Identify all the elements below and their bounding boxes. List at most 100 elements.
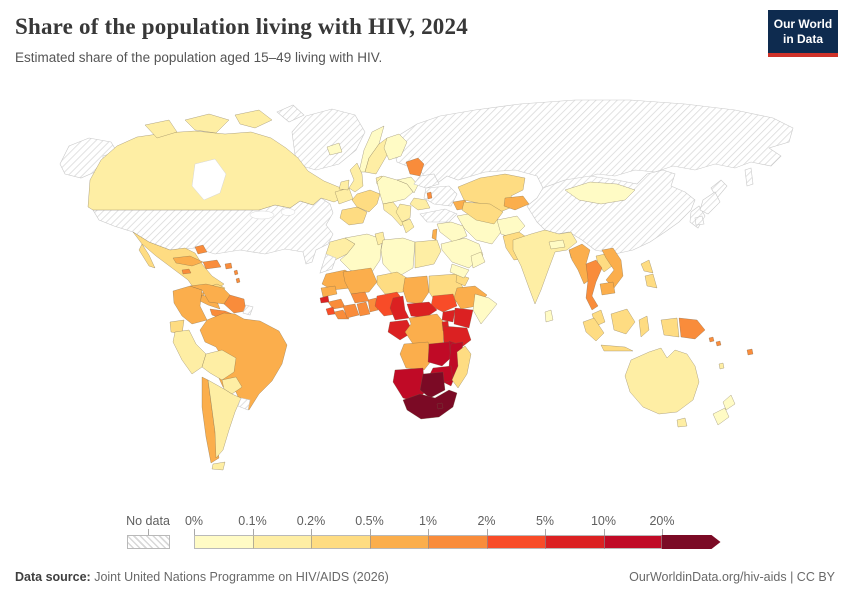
region-chad[interactable] xyxy=(402,275,430,305)
region-cambodia[interactable] xyxy=(599,281,616,296)
region-canada-arctic[interactable] xyxy=(144,119,178,139)
region-madagascar[interactable] xyxy=(451,345,472,389)
region-sri-lanka[interactable] xyxy=(544,309,554,323)
region-kyrgyzstan-tajikistan[interactable] xyxy=(503,195,530,211)
region-turkey[interactable] xyxy=(419,208,458,223)
region-togo-benin[interactable] xyxy=(367,297,379,313)
region-western-sahara[interactable] xyxy=(319,253,337,274)
region-canada-arctic[interactable] xyxy=(184,113,230,134)
region-russia[interactable] xyxy=(392,99,794,189)
region-australia[interactable] xyxy=(624,347,700,415)
region-brazil[interactable] xyxy=(199,312,288,411)
region-new-zealand-north[interactable] xyxy=(722,394,736,411)
region-ireland[interactable] xyxy=(338,179,350,191)
region-bolivia[interactable] xyxy=(201,349,237,381)
region-iceland[interactable] xyxy=(326,142,343,156)
region-central-african-republic[interactable] xyxy=(406,301,438,319)
region-greece[interactable] xyxy=(401,218,415,234)
legend-bin-10–20%[interactable] xyxy=(603,535,662,549)
region-jamaica[interactable] xyxy=(181,268,192,275)
region-belarus[interactable] xyxy=(413,173,440,189)
region-egypt[interactable] xyxy=(414,239,442,269)
region-lesser-antilles[interactable] xyxy=(235,277,241,284)
region-west-new-guinea[interactable] xyxy=(660,317,680,338)
region-sulawesi[interactable] xyxy=(638,315,650,338)
region-romania[interactable] xyxy=(409,197,431,211)
region-lesotho[interactable] xyxy=(436,402,444,410)
region-tierra-del-fuego[interactable] xyxy=(211,461,226,471)
region-iberia[interactable] xyxy=(339,206,368,226)
region-japan-kyushu[interactable] xyxy=(694,215,705,226)
region-baja[interactable] xyxy=(138,243,156,269)
legend-bin-20%+[interactable] xyxy=(662,535,721,549)
region-arctic-island[interactable] xyxy=(276,104,305,123)
region-baltics[interactable] xyxy=(405,157,425,177)
region-sakhalin[interactable] xyxy=(744,167,754,187)
region-moldova[interactable] xyxy=(426,191,433,200)
legend-bin-0.5–1%[interactable] xyxy=(369,535,428,549)
region-kenya[interactable] xyxy=(453,307,474,329)
legend-bin-5–10%[interactable] xyxy=(545,535,604,549)
legend-no-data-swatch[interactable] xyxy=(127,535,170,549)
region-ivory-coast[interactable] xyxy=(342,303,360,319)
region-oman[interactable] xyxy=(470,251,486,269)
region-south-africa[interactable] xyxy=(402,389,458,420)
region-philippines[interactable] xyxy=(644,273,658,289)
region-syria-iraq[interactable] xyxy=(436,221,468,243)
legend-color-bar[interactable]: 0% 0.1% 0.2% 0.5% 1% 2% 5% 10% 20% xyxy=(185,514,721,549)
region-ukraine[interactable] xyxy=(423,185,458,207)
region-guyana[interactable] xyxy=(223,294,247,314)
region-java[interactable] xyxy=(600,344,634,352)
region-argentina[interactable] xyxy=(207,379,242,459)
region-ghana[interactable] xyxy=(356,301,371,317)
region-peru[interactable] xyxy=(172,329,207,375)
region-india[interactable] xyxy=(512,229,578,305)
region-poland[interactable] xyxy=(396,176,419,194)
region-uruguay[interactable] xyxy=(237,397,251,411)
region-burkina-faso[interactable] xyxy=(350,291,370,304)
region-solomon-islands[interactable] xyxy=(715,340,722,347)
region-greenland[interactable] xyxy=(291,108,366,171)
region-cuba[interactable] xyxy=(172,255,204,267)
region-yemen[interactable] xyxy=(449,263,470,279)
region-nepal[interactable] xyxy=(548,239,566,250)
region-zambia[interactable] xyxy=(427,341,456,367)
legend-bin-0–0.1%[interactable] xyxy=(194,535,253,549)
region-borneo[interactable] xyxy=(610,308,636,335)
region-hispaniola[interactable] xyxy=(202,259,222,270)
region-french-guiana[interactable] xyxy=(242,304,254,316)
region-philippines[interactable] xyxy=(640,259,654,274)
region-mongolia[interactable] xyxy=(564,181,636,205)
region-paraguay[interactable] xyxy=(221,376,243,395)
region-mali[interactable] xyxy=(342,267,378,295)
region-uganda[interactable] xyxy=(441,309,456,323)
region-niger[interactable] xyxy=(376,271,408,295)
region-bahamas[interactable] xyxy=(194,244,208,255)
region-israel-lebanon[interactable] xyxy=(431,228,438,241)
owid-url-license[interactable]: OurWorldinData.org/hiv-aids | CC BY xyxy=(629,570,835,584)
region-libya[interactable] xyxy=(380,237,416,279)
region-uzbekistan-turkmenistan[interactable] xyxy=(461,201,504,225)
owid-logo[interactable]: Our World in Data xyxy=(768,10,838,57)
region-tasmania[interactable] xyxy=(676,417,688,428)
region-somalia[interactable] xyxy=(472,293,498,325)
region-new-zealand-south[interactable] xyxy=(712,407,730,426)
region-solomon-islands[interactable] xyxy=(708,336,715,343)
region-finland[interactable] xyxy=(383,133,408,161)
region-japan-honshu[interactable] xyxy=(699,191,721,215)
region-botswana[interactable] xyxy=(419,371,446,399)
region-papua-new-guinea[interactable] xyxy=(678,317,706,340)
region-fiji[interactable] xyxy=(746,348,754,356)
region-uk[interactable] xyxy=(348,162,364,193)
legend-bin-0.2–0.5%[interactable] xyxy=(311,535,370,549)
region-puerto-rico[interactable] xyxy=(224,262,233,270)
legend-bin-2–5%[interactable] xyxy=(486,535,545,549)
region-lesser-antilles[interactable] xyxy=(233,269,239,276)
region-balkans[interactable] xyxy=(395,203,412,223)
legend-bin-0.1–0.2%[interactable] xyxy=(252,535,311,549)
region-angola[interactable] xyxy=(399,341,433,371)
region-liberia[interactable] xyxy=(333,309,350,320)
legend-bin-1–2%[interactable] xyxy=(428,535,487,549)
region-guinea-bissau[interactable] xyxy=(319,295,330,304)
region-senegal[interactable] xyxy=(320,285,338,298)
